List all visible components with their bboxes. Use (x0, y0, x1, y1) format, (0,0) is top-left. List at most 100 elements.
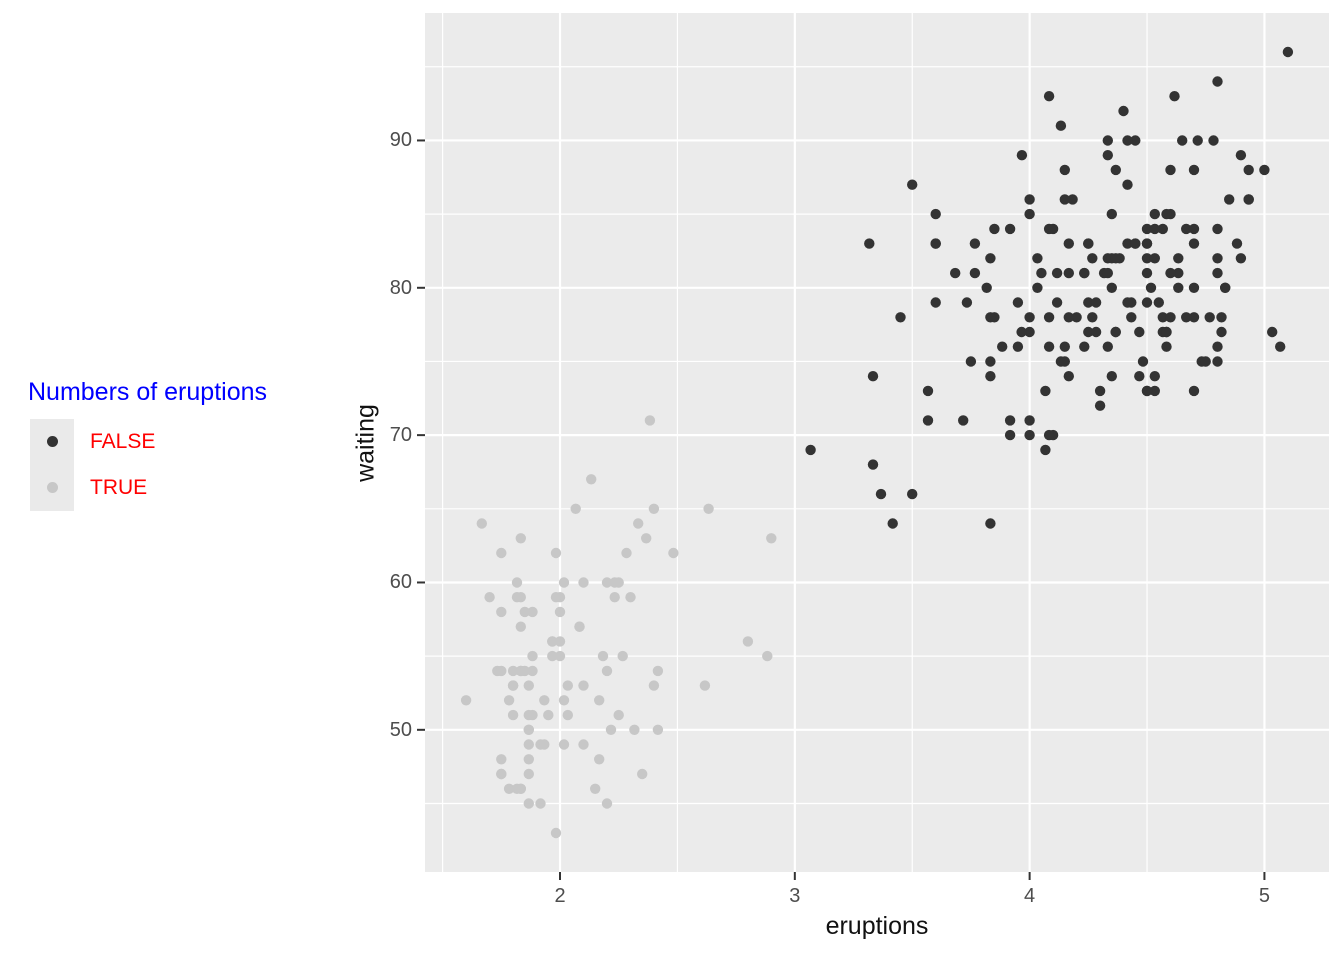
data-point-true (633, 518, 644, 529)
data-point-false (1004, 223, 1016, 235)
data-point-false (1016, 326, 1027, 338)
data-point-false (1024, 194, 1035, 205)
data-point-false (1173, 282, 1184, 293)
data-point-false (1047, 223, 1059, 235)
data-point-false (1024, 326, 1035, 338)
data-point-false (1224, 194, 1235, 205)
data-point-false (1259, 164, 1270, 176)
data-point-false (1134, 326, 1145, 338)
data-point-true (570, 503, 581, 514)
data-point-false (867, 371, 879, 382)
data-point-false (958, 415, 969, 426)
data-point-false (1083, 326, 1094, 338)
data-point-true (511, 577, 523, 588)
data-point-true (601, 665, 613, 677)
data-point-false (1235, 150, 1247, 161)
data-point-true (527, 709, 538, 721)
data-point-true (523, 768, 534, 780)
legend-point-icon (46, 436, 58, 448)
legend-item-false: FALSE (28, 418, 267, 465)
data-point-false (1040, 444, 1051, 456)
data-point-false (1212, 356, 1223, 367)
data-point-true (597, 650, 609, 662)
data-point-false (1032, 253, 1043, 264)
data-point-false (1122, 179, 1133, 190)
data-point-false (1024, 415, 1035, 426)
data-point-false (1043, 429, 1055, 441)
data-point-false (1212, 223, 1223, 235)
data-point-false (1169, 91, 1180, 102)
data-point-true (496, 768, 507, 780)
data-point-true (648, 680, 660, 691)
data-point-true (527, 606, 538, 618)
legend-title: Numbers of eruptions (28, 378, 268, 406)
data-point-false (1212, 253, 1223, 264)
data-point-false (985, 371, 996, 382)
data-point-false (1200, 356, 1211, 367)
data-point-true (594, 695, 605, 706)
data-point-true (641, 533, 652, 544)
data-point-false (1208, 135, 1219, 146)
data-point-false (965, 356, 977, 367)
data-point-true (766, 533, 777, 544)
data-point-true (558, 739, 570, 750)
data-point-false (1110, 326, 1122, 338)
data-point-false (1024, 429, 1035, 441)
x-tick-label: 2 (554, 885, 566, 907)
data-point-false (1067, 194, 1078, 205)
data-point-true (550, 592, 562, 603)
data-point-false (985, 253, 996, 264)
data-point-false (1188, 312, 1200, 323)
data-point-false (1122, 238, 1133, 249)
data-point-false (1079, 341, 1090, 352)
data-point-false (1051, 297, 1063, 308)
data-point-false (1024, 312, 1035, 323)
data-point-false (922, 385, 934, 397)
data-point-false (1032, 282, 1043, 293)
data-point-true (621, 547, 632, 559)
data-point-true (594, 754, 605, 765)
data-point-false (907, 488, 918, 500)
data-point-false (1165, 312, 1176, 323)
data-point-false (1102, 135, 1114, 146)
data-point-true (523, 798, 534, 809)
data-point-true (547, 636, 558, 647)
data-point-true (507, 680, 519, 691)
data-point-false (1043, 341, 1055, 352)
data-point-false (1055, 120, 1067, 131)
legend-item-label: TRUE (90, 475, 148, 499)
data-point-true (460, 695, 472, 706)
y-tick-label: 80 (389, 276, 412, 299)
data-point-false (1220, 282, 1231, 293)
data-point-false (1275, 341, 1286, 352)
data-point-false (1004, 415, 1016, 426)
data-point-false (985, 356, 996, 367)
data-point-false (969, 267, 981, 279)
data-point-true (609, 592, 620, 603)
data-point-false (1106, 208, 1118, 220)
data-point-false (1173, 267, 1184, 279)
data-point-false (1130, 135, 1141, 146)
data-point-true (644, 415, 656, 426)
data-point-false (1212, 341, 1223, 352)
data-point-true (586, 474, 597, 485)
data-point-true (762, 650, 773, 662)
data-point-false (1188, 385, 1200, 397)
data-point-true (578, 577, 589, 588)
data-point-true (668, 547, 679, 559)
data-point-false (1051, 267, 1063, 279)
data-point-true (578, 680, 589, 691)
data-point-false (1134, 371, 1145, 382)
legend-key (30, 418, 74, 465)
data-point-false (1235, 253, 1247, 264)
data-point-false (1106, 282, 1118, 293)
data-point-false (1149, 253, 1161, 264)
data-point-true (590, 783, 601, 794)
data-point-true (476, 518, 487, 529)
data-point-false (1102, 341, 1114, 352)
data-point-true (507, 709, 519, 721)
data-point-true (562, 680, 573, 691)
data-point-false (1137, 356, 1149, 367)
data-point-false (1110, 164, 1122, 176)
data-point-false (1181, 312, 1192, 323)
